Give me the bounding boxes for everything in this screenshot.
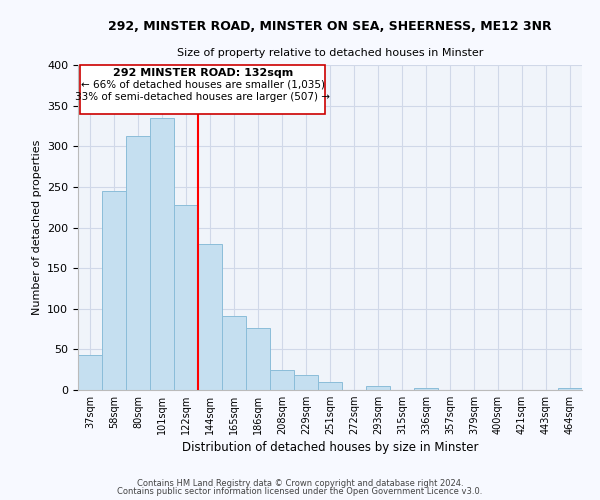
Bar [318,382,342,390]
Text: 292 MINSTER ROAD: 132sqm: 292 MINSTER ROAD: 132sqm [113,68,293,78]
Bar [126,136,150,390]
FancyBboxPatch shape [80,65,325,114]
Text: Size of property relative to detached houses in Minster: Size of property relative to detached ho… [177,48,483,58]
X-axis label: Distribution of detached houses by size in Minster: Distribution of detached houses by size … [182,442,478,454]
Bar [270,370,294,390]
Bar [246,328,270,390]
Text: 292, MINSTER ROAD, MINSTER ON SEA, SHEERNESS, ME12 3NR: 292, MINSTER ROAD, MINSTER ON SEA, SHEER… [108,20,552,33]
Bar [78,355,102,390]
Bar [366,386,390,390]
Bar [198,244,222,390]
Bar [414,388,438,390]
Bar [102,191,126,390]
Text: Contains public sector information licensed under the Open Government Licence v3: Contains public sector information licen… [118,487,482,496]
Text: 33% of semi-detached houses are larger (507) →: 33% of semi-detached houses are larger (… [76,92,331,102]
Text: ← 66% of detached houses are smaller (1,035): ← 66% of detached houses are smaller (1,… [81,80,325,90]
Y-axis label: Number of detached properties: Number of detached properties [32,140,41,315]
Bar [222,316,246,390]
Bar [558,388,582,390]
Text: Contains HM Land Registry data © Crown copyright and database right 2024.: Contains HM Land Registry data © Crown c… [137,478,463,488]
Bar [150,118,174,390]
Bar [174,205,198,390]
Bar [294,376,318,390]
